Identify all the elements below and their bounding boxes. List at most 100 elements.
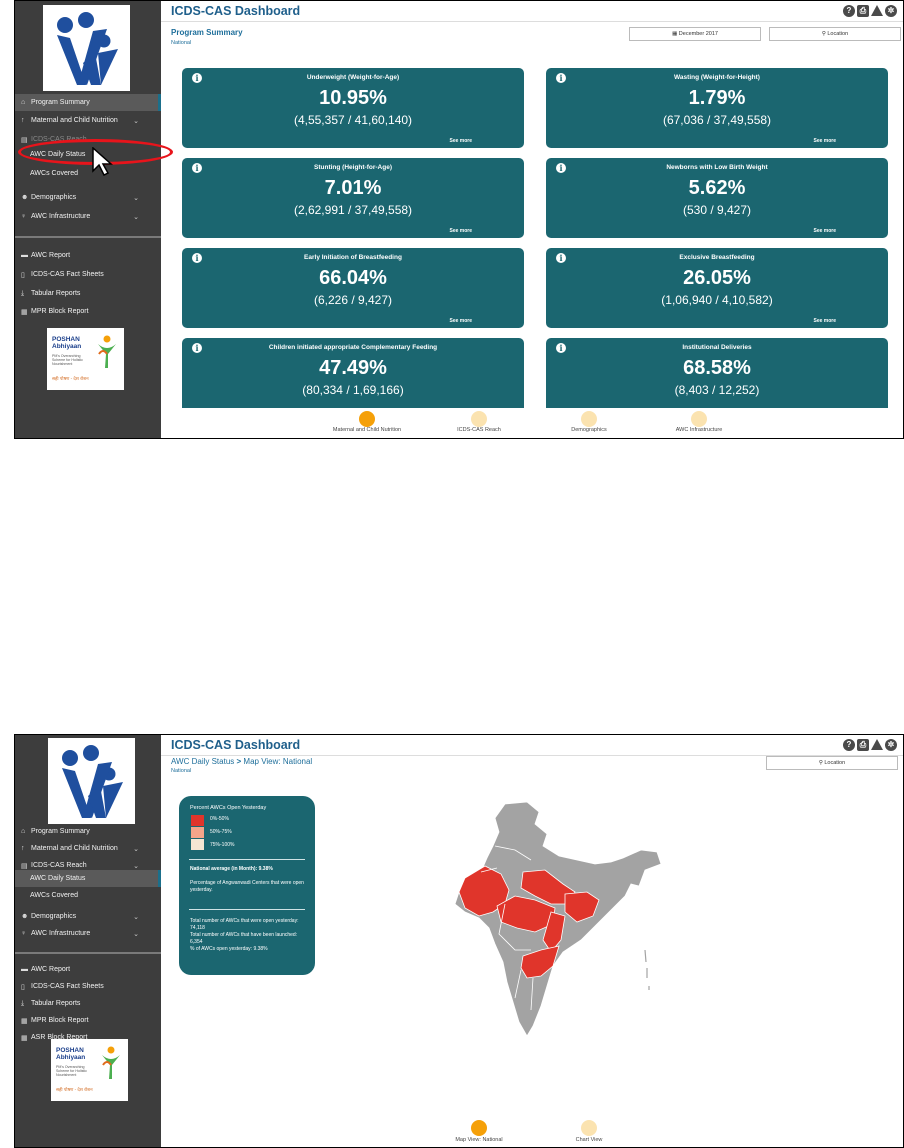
kpi-card-low-birth-weight[interactable]: i Newborns with Low Birth Weight 5.62% (… [546, 158, 888, 238]
location-filter-button[interactable]: ⚲ Location [769, 27, 901, 41]
sidebar-item-program-summary[interactable]: ⌂ Program Summary [21, 828, 90, 835]
chevron-down-icon: ⌄ [133, 930, 139, 938]
sidebar-divider [15, 236, 161, 238]
poshan-figure-icon [98, 335, 116, 368]
info-icon[interactable]: i [556, 163, 566, 173]
carousel-dot-chart-view[interactable] [581, 1120, 597, 1136]
carousel-dot-infrastructure[interactable] [691, 411, 707, 427]
settings-icon[interactable]: ✲ [885, 739, 897, 751]
doc-icon: ▯ [21, 983, 25, 991]
see-more-link[interactable]: See more [449, 138, 472, 144]
sidebar-item-awc-report[interactable]: ▬ AWC Report [21, 966, 71, 973]
sidebar-item-demographics[interactable]: ☻ Demographics ⌄ [21, 194, 139, 202]
card-ratio: (6,226 / 9,427) [313, 293, 393, 307]
sidebar-item-mpr-block-report[interactable]: ▦ MPR Block Report [21, 308, 89, 316]
kpi-card-wasting[interactable]: i Wasting (Weight-for-Height) 1.79% (67,… [546, 68, 888, 148]
top-bar: ICDS-CAS Dashboard ? ⎙ ✲ [161, 735, 903, 756]
carousel-label[interactable]: Maternal and Child Nutrition [332, 427, 402, 433]
see-more-link[interactable]: See more [813, 138, 836, 144]
sidebar-item-fact-sheets[interactable]: ▯ ICDS-CAS Fact Sheets [21, 983, 104, 991]
card-title: Newborns with Low Birth Weight [666, 164, 768, 171]
top-toolbar: ? ⎙ ✲ [843, 739, 897, 751]
date-filter-button[interactable]: ▦ December 2017 [629, 27, 761, 41]
info-icon[interactable]: i [192, 73, 202, 83]
carousel-label[interactable]: AWC Infrastructure [675, 427, 723, 433]
card-ratio: (4,55,357 / 41,60,140) [293, 113, 413, 127]
icds-logo[interactable] [43, 5, 130, 91]
alert-icon[interactable] [871, 5, 883, 16]
carousel-label[interactable]: Map View: National [455, 1137, 503, 1143]
see-more-link[interactable]: See more [813, 228, 836, 234]
carousel-dot-demographics[interactable] [581, 411, 597, 427]
sidebar-item-maternal-child-nutrition[interactable]: ↑ Maternal and Child Nutrition ⌄ [21, 845, 139, 853]
info-icon[interactable]: i [192, 343, 202, 353]
sidebar-item-demographics[interactable]: ☻ Demographics ⌄ [21, 913, 139, 921]
kpi-card-early-breastfeeding[interactable]: i Early Initiation of Breastfeeding 66.0… [182, 248, 524, 328]
map-marker-icon: ⚲ [821, 31, 828, 37]
sidebar-item-awcs-covered[interactable]: AWCs Covered [30, 170, 78, 177]
legend-label: 0%-50% [210, 816, 229, 822]
card-title: Early Initiation of Breastfeeding [304, 254, 402, 261]
see-more-link[interactable]: See more [813, 318, 836, 324]
carousel-dot-map-view[interactable] [471, 1120, 487, 1136]
bar-icon: ↑ [21, 117, 25, 124]
kpi-card-stunting[interactable]: i Stunting (Height-for-Age) 7.01% (2,62,… [182, 158, 524, 238]
sidebar-item-awc-daily-status[interactable]: AWC Daily Status [15, 870, 161, 887]
sidebar-item-awc-infrastructure[interactable]: ♀ AWC Infrastructure ⌄ [21, 930, 139, 938]
poshan-figure-icon [102, 1046, 120, 1079]
india-choropleth-map[interactable] [435, 800, 675, 1045]
legend-swatch-high [191, 839, 204, 850]
sidebar-item-tabular-reports[interactable]: ⤓ Tabular Reports [21, 289, 81, 298]
bar-icon: ↑ [21, 845, 25, 852]
location-filter-button[interactable]: ⚲ Location [766, 756, 898, 770]
info-icon[interactable]: i [556, 253, 566, 263]
sidebar-item-awc-report[interactable]: ▬ AWC Report [21, 252, 71, 259]
carousel-dot-reach[interactable] [471, 411, 487, 427]
chevron-down-icon: ⌄ [133, 862, 139, 870]
info-icon[interactable]: i [556, 343, 566, 353]
info-icon[interactable]: i [192, 163, 202, 173]
carousel-label[interactable]: ICDS-CAS Reach [457, 427, 501, 433]
kpi-card-complementary-feeding[interactable]: i Children initiated appropriate Complem… [182, 338, 524, 408]
alert-icon[interactable] [871, 739, 883, 750]
see-more-link[interactable]: See more [449, 318, 472, 324]
kpi-card-institutional-deliveries[interactable]: i Institutional Deliveries 68.58% (8,403… [546, 338, 888, 408]
awc-daily-status-screenshot: ⌂ Program Summary ↑ Maternal and Child Nut… [14, 734, 904, 1148]
icds-logo[interactable] [48, 738, 135, 824]
help-icon[interactable]: ? [843, 739, 855, 751]
carousel-label[interactable]: Chart View [575, 1137, 603, 1143]
sidebar-item-asr-block-report[interactable]: ▦ ASR Block Report [21, 1034, 88, 1042]
carousel-dot-maternal[interactable] [359, 411, 375, 427]
card-title: Exclusive Breastfeeding [679, 254, 755, 261]
info-icon[interactable]: i [556, 73, 566, 83]
sidebar-item-awcs-covered[interactable]: AWCs Covered [30, 892, 78, 899]
info-icon[interactable]: i [192, 253, 202, 263]
sidebar-item-mpr-block-report[interactable]: ▦ MPR Block Report [21, 1017, 89, 1025]
print-icon[interactable]: ⎙ [857, 5, 869, 17]
legend-stats: Total number of AWCs that were open yest… [190, 918, 305, 953]
breadcrumb-link[interactable]: AWC Daily Status [171, 757, 235, 766]
sidebar-item-tabular-reports[interactable]: ⤓ Tabular Reports [21, 999, 81, 1008]
sidebar-item-icds-cas-reach[interactable]: ▤ ICDS-CAS Reach ⌄ [21, 862, 139, 870]
map-marker-icon: ⚲ [818, 760, 825, 766]
sidebar-item-fact-sheets[interactable]: ▯ ICDS-CAS Fact Sheets [21, 271, 104, 279]
help-icon[interactable]: ? [843, 5, 855, 17]
sidebar-item-program-summary[interactable]: ⌂ Program Summary [15, 94, 161, 111]
carousel-label[interactable]: Demographics [571, 427, 607, 433]
sidebar-item-maternal-child-nutrition[interactable]: ↑ Maternal and Child Nutrition ⌄ [21, 117, 139, 125]
card-value: 26.05% [683, 267, 751, 289]
card-value: 5.62% [688, 177, 746, 199]
home-icon: ⌂ [21, 828, 26, 835]
see-more-link[interactable]: See more [449, 228, 472, 234]
print-icon[interactable]: ⎙ [857, 739, 869, 751]
card-ratio: (2,62,991 / 37,49,558) [293, 203, 413, 217]
mouse-cursor-icon [92, 147, 113, 177]
legend-label: 75%-100% [210, 842, 235, 848]
settings-icon[interactable]: ✲ [885, 5, 897, 17]
breadcrumb-current: Map View: National [243, 757, 313, 766]
top-bar: ICDS-CAS Dashboard ? ⎙ ✲ [161, 1, 903, 22]
kpi-card-exclusive-breastfeeding[interactable]: i Exclusive Breastfeeding 26.05% (1,06,9… [546, 248, 888, 328]
kpi-card-underweight[interactable]: i Underweight (Weight-for-Age) 10.95% (4… [182, 68, 524, 148]
card-value: 68.58% [683, 357, 751, 379]
sidebar-item-awc-infrastructure[interactable]: ♀ AWC Infrastructure ⌄ [21, 213, 139, 221]
